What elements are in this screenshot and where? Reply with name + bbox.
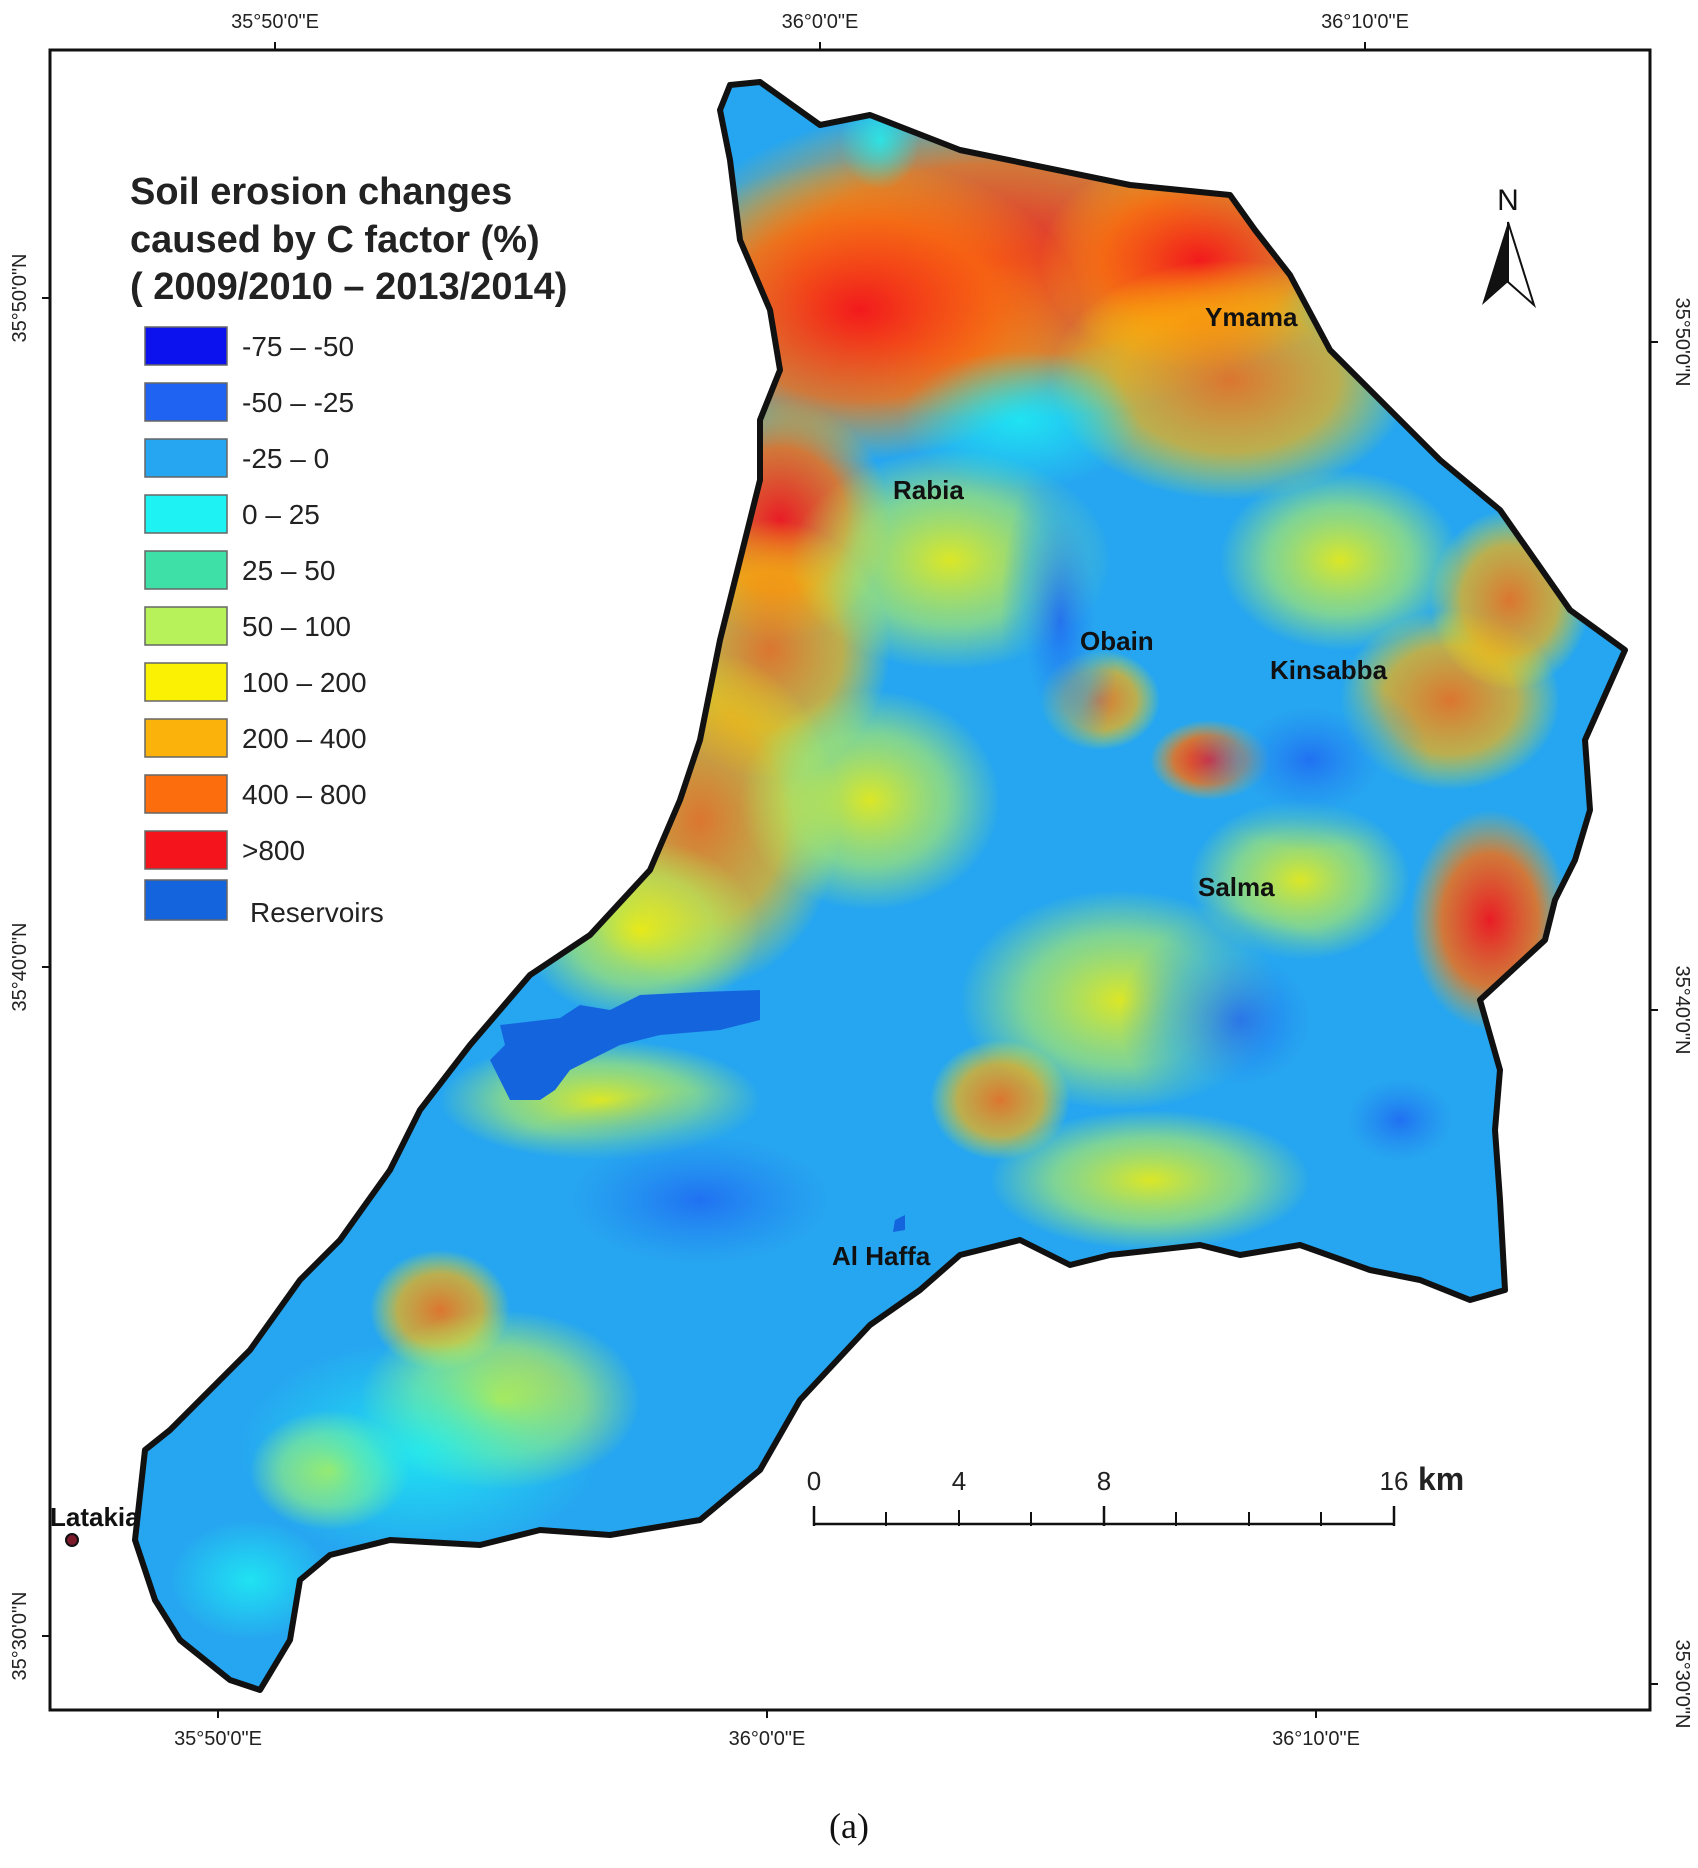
legend-swatch-1 (144, 326, 228, 366)
place-ymama: Ymama (1205, 302, 1298, 332)
legend-label-7: 100 – 200 (242, 667, 367, 698)
legend-swatch-4 (144, 494, 228, 534)
north-arrow: N (1482, 184, 1537, 309)
legend-swatch-5 (144, 550, 228, 590)
graticule-bottom-3: 36°10'0"E (1272, 1728, 1360, 1750)
legend-label-5: 25 – 50 (242, 555, 335, 586)
graticule-left-3: 35°30'0"N (9, 1592, 31, 1681)
legend-swatch-2 (144, 382, 228, 422)
legend-label-9: 400 – 800 (242, 779, 367, 810)
legend-swatch-9 (144, 774, 228, 814)
graticule-right-1: 35°50'0"N (1671, 298, 1693, 387)
scale-tick-16: 16 (1380, 1466, 1409, 1496)
graticule-left-1: 35°50'0"N (9, 254, 31, 343)
legend: Soil erosion changes caused by C factor … (130, 171, 567, 928)
legend-title-line-1: Soil erosion changes (130, 171, 512, 213)
graticule-bottom-1: 35°50'0"E (174, 1728, 262, 1750)
place-obain: Obain (1080, 626, 1154, 656)
place-salma: Salma (1198, 872, 1275, 902)
graticule-top-2: 36°0'0"E (782, 11, 859, 33)
scale-unit: km (1418, 1461, 1464, 1497)
reservoir (490, 990, 760, 1100)
latakia-marker (65, 1533, 79, 1547)
place-alhaffa: Al Haffa (832, 1241, 931, 1271)
scale-tick-0: 0 (807, 1466, 821, 1496)
graticule: 35°50'0"E 36°0'0"E 36°10'0"E 35°50'0"E 3… (9, 11, 1693, 1750)
legend-label-8: 200 – 400 (242, 723, 367, 754)
legend-swatch-3 (144, 438, 228, 478)
figure-caption: (a) (829, 1806, 869, 1846)
legend-swatch-6 (144, 606, 228, 646)
graticule-top-3: 36°10'0"E (1321, 11, 1409, 33)
graticule-right-2: 35°40'0"N (1671, 966, 1693, 1055)
legend-swatch-10 (144, 830, 228, 870)
graticule-left-2: 35°40'0"N (9, 923, 31, 1012)
legend-swatch-11 (144, 879, 228, 921)
north-label: N (1497, 184, 1519, 217)
scale-tick-4: 4 (952, 1466, 966, 1496)
legend-label-4: 0 – 25 (242, 499, 320, 530)
place-rabia: Rabia (893, 475, 964, 505)
scale-bar: 0 4 8 16 km (807, 1461, 1464, 1526)
graticule-right-3: 35°30'0"N (1671, 1640, 1693, 1729)
legend-label-3: -25 – 0 (242, 443, 329, 474)
graticule-top-1: 35°50'0"E (231, 11, 319, 33)
legend-label-2: -50 – -25 (242, 387, 354, 418)
legend-label-1: -75 – -50 (242, 331, 354, 362)
graticule-bottom-2: 36°0'0"E (729, 1728, 806, 1750)
legend-label-6: 50 – 100 (242, 611, 351, 642)
basin-boundary (132, 79, 1628, 1693)
legend-title-line-3: ( 2009/2010 – 2013/2014) (130, 266, 567, 308)
legend-label-10: >800 (242, 835, 305, 866)
place-labels: Ymama Rabia Obain Kinsabba Salma Al Haff… (50, 302, 1388, 1547)
scale-tick-8: 8 (1097, 1466, 1111, 1496)
legend-label-11: Reservoirs (250, 897, 384, 928)
legend-swatch-8 (144, 718, 228, 758)
north-arrow-icon (1482, 222, 1508, 305)
place-latakia: Latakia (50, 1502, 140, 1532)
place-kinsabba: Kinsabba (1270, 655, 1388, 685)
legend-title-line-2: caused by C factor (%) (130, 219, 540, 261)
legend-swatch-7 (144, 662, 228, 702)
